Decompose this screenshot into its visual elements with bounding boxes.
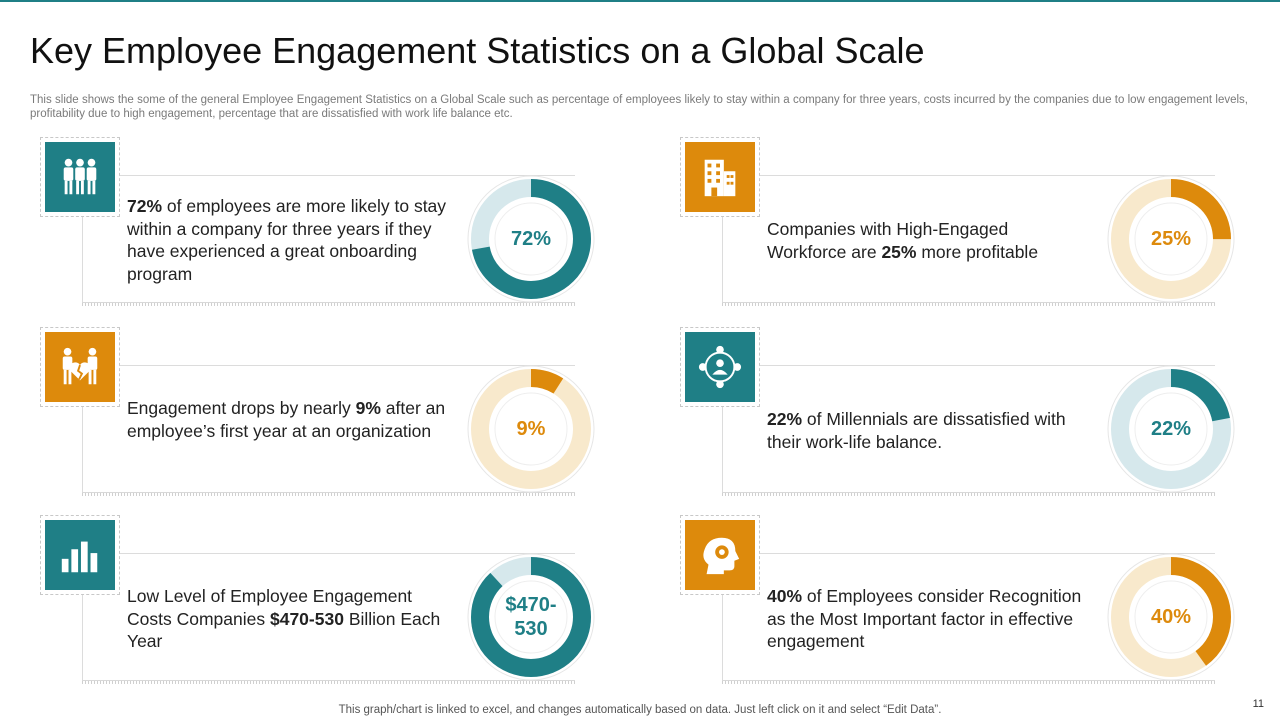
divider-line [82, 302, 575, 306]
footer-note: This graph/chart is linked to excel, and… [338, 704, 942, 716]
icon-frame [40, 327, 120, 407]
divider-line [82, 595, 83, 680]
divider-line [82, 175, 575, 176]
donut-value: $470-530 [505, 594, 557, 640]
donut-chart: 72% [466, 174, 596, 304]
page-number: 11 [1252, 698, 1264, 710]
stat-highlight: 40% [767, 586, 803, 606]
divider-line [82, 217, 83, 302]
page-subtitle: This slide shows the some of the general… [30, 94, 1248, 120]
stat-body: of Employees consider Recognition as the… [767, 586, 1082, 651]
donut-value: 72% [510, 228, 552, 250]
divider-line [82, 407, 83, 492]
divider-line [722, 492, 1215, 496]
stat-card-recognition: 40% of Employees consider Recognition as… [670, 515, 1270, 705]
stat-body: after an employee’s first year at an org… [127, 398, 446, 441]
building-icon [685, 142, 755, 212]
stat-body: Billion Each Year [127, 608, 441, 652]
top-accent-line [0, 0, 1280, 2]
stat-text: Engagement drops by nearly 9% after an e… [127, 397, 447, 442]
stat-highlight: 25% [881, 241, 917, 262]
broken-heart-people-icon [45, 332, 115, 402]
donut-value: 22% [1150, 418, 1192, 440]
stat-card-profitability: Companies with High-Engaged Workforce ar… [670, 137, 1270, 327]
divider-line [722, 407, 723, 492]
stat-text: Companies with High-Engaged Workforce ar… [767, 218, 1087, 263]
donut-chart: 22% [1106, 364, 1236, 494]
divider-line [722, 365, 1215, 366]
stat-card-millennials: 22% of Millennials are dissatisfied with… [670, 327, 1270, 517]
icon-frame [680, 327, 760, 407]
divider-line [82, 553, 575, 554]
donut-chart: 40% [1106, 552, 1236, 682]
divider-line [722, 595, 723, 680]
stat-body-before: Engagement drops by nearly [127, 398, 356, 418]
donut-value: 25% [1150, 228, 1192, 250]
divider-line [82, 680, 575, 684]
divider-line [82, 365, 575, 366]
divider-line [722, 175, 1215, 176]
stat-body-before: Companies with High-Engaged Workforce ar… [767, 219, 1009, 262]
divider-line [82, 492, 575, 496]
page-title: Key Employee Engagement Statistics on a … [30, 30, 925, 71]
icon-frame [680, 515, 760, 595]
donut-chart: 25% [1106, 174, 1236, 304]
stat-card-onboarding: 72% of employees are more likely to stay… [30, 137, 630, 327]
stat-highlight: $470-530 [269, 608, 344, 629]
stat-card-costs: Low Level of Employee Engagement Costs C… [30, 515, 630, 705]
divider-line [722, 680, 1215, 684]
divider-line [722, 302, 1215, 306]
donut-value: 9% [516, 418, 546, 440]
stat-text: 72% of employees are more likely to stay… [127, 195, 447, 285]
team-icon [45, 142, 115, 212]
icon-frame [40, 137, 120, 217]
stat-text: Low Level of Employee Engagement Costs C… [127, 585, 447, 653]
stat-highlight: 72% [127, 196, 163, 216]
network-user-icon [685, 332, 755, 402]
donut-chart: 9% [466, 364, 596, 494]
bar-chart-icon [45, 520, 115, 590]
stat-body: of Millennials are dissatisfied with the… [767, 409, 1066, 452]
head-gear-icon [685, 520, 755, 590]
stat-body: more profitable [916, 241, 1039, 262]
divider-line [722, 217, 723, 302]
icon-frame [40, 515, 120, 595]
divider-line [722, 553, 1215, 554]
donut-value: 40% [1150, 606, 1192, 628]
stat-body-before: Low Level of Employee Engagement Costs C… [127, 586, 413, 629]
stat-highlight: 22% [767, 409, 803, 429]
stat-text: 22% of Millennials are dissatisfied with… [767, 408, 1087, 453]
stat-highlight: 9% [355, 398, 381, 418]
donut-chart: $470-530 [466, 552, 596, 682]
stat-body: of employees are more likely to stay wit… [127, 196, 447, 284]
stat-card-engagement-drop: Engagement drops by nearly 9% after an e… [30, 327, 630, 517]
icon-frame [680, 137, 760, 217]
stat-text: 40% of Employees consider Recognition as… [767, 585, 1087, 653]
